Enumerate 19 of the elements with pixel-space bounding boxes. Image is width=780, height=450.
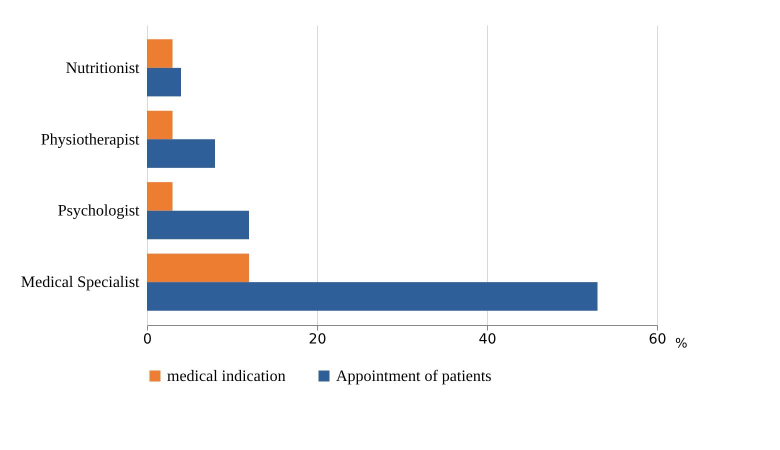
bar	[147, 254, 249, 282]
y-tick-label: Medical Specialist	[20, 274, 140, 292]
x-axis-title: %	[675, 336, 688, 352]
y-tick-label: Psychologist	[58, 202, 140, 220]
x-tick-label: 0	[143, 332, 152, 348]
x-tick-label: 40	[478, 332, 496, 348]
bar	[147, 139, 215, 168]
bar	[147, 210, 249, 240]
x-tick-label: 20	[308, 332, 326, 348]
legend-label: Appointment of patients	[336, 368, 492, 385]
bar	[147, 282, 598, 311]
legend-label: medical indication	[167, 368, 286, 385]
bar	[147, 68, 181, 96]
bar	[147, 182, 172, 211]
bar	[147, 39, 172, 68]
bar	[147, 110, 172, 140]
y-tick-label: Physiotherapist	[40, 131, 140, 148]
x-tick-label: 60	[648, 332, 666, 348]
y-tick-label: Nutritionist	[66, 60, 140, 77]
